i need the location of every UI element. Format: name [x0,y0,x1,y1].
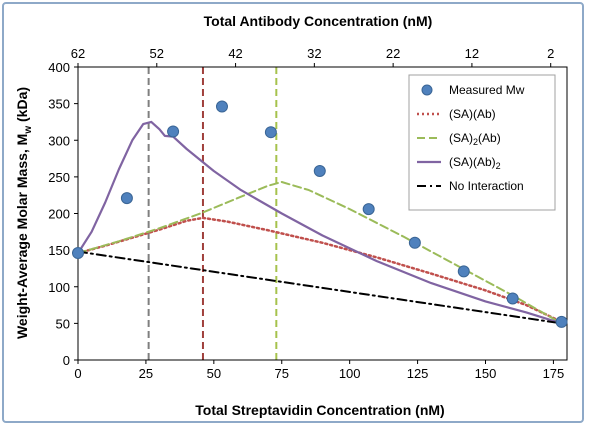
top-tick-label: 32 [307,46,321,61]
top-tick-label: 2 [547,46,554,61]
legend-label-part: (SA)(Ab) [449,107,496,121]
x-axis-title: Total Streptavidin Concentration (nM) [195,402,444,418]
legend-label-part: (SA) [449,131,473,145]
legend-label-part: (SA)(Ab) [449,155,496,169]
x-tick-label: 100 [339,366,361,381]
top-tick-label: 22 [386,46,400,61]
data-point [506,292,519,305]
top-tick-label: 12 [465,46,479,61]
y-tick-label: 0 [63,353,70,368]
legend-label: (SA)(Ab)2 [449,155,501,171]
tick-labels: 0 25 50 75 100 125 150 175 0 50 100 150 200 250 300 350… [48,46,564,381]
legend-label-part: 2 [496,161,501,171]
series-line-3 [76,120,563,325]
x-tick-label: 0 [74,366,81,381]
legend-label-part: (Ab) [478,131,501,145]
legend: Measured Mw(SA)(Ab)(SA)2(Ab)(SA)(Ab)2No … [408,74,556,211]
x-tick-label: 125 [407,366,429,381]
y-tick-label: 200 [48,207,70,222]
legend-label: No Interaction [449,179,524,193]
x-tick-label: 175 [543,366,565,381]
y-tick-label: 350 [48,97,70,112]
y-tick-label: 400 [48,60,70,75]
axes [74,63,568,364]
x-tick-label: 75 [275,366,289,381]
data-point [72,247,84,260]
top-tick-label: 42 [228,46,242,61]
series-line-4 [77,250,563,325]
legend-marker-measured [421,84,433,96]
legend-label: (SA)(Ab) [449,107,496,121]
y-axis-title-subscript: w [23,126,34,135]
series-group [72,100,568,328]
x-tick-label: 150 [475,366,497,381]
y-tick-label: 150 [48,243,70,258]
top-tick-label: 62 [71,46,85,61]
legend-label-part: No Interaction [449,179,524,193]
data-point [362,203,375,216]
y-axis-title-unit: (kDa) [14,87,30,126]
legend-label-part: 2 [473,137,478,147]
legend-label: Measured Mw [449,83,525,97]
y-axis-title-main: Weight-Average Molar Mass, M [14,134,30,339]
y-tick-label: 300 [48,133,70,148]
top-tick-label: 52 [150,46,164,61]
plot-lines [147,67,278,360]
legend-label-part: Measured Mw [449,83,525,97]
y-tick-label: 100 [48,280,70,295]
data-point [215,100,228,113]
legend-box [408,74,556,211]
data-point [408,236,421,249]
data-point [457,265,470,278]
chart-frame [2,2,584,423]
y-tick-label: 50 [56,316,70,331]
legend-label: (SA)2(Ab) [449,131,501,147]
y-axis-title: Weight-Average Molar Mass, Mw (kDa) [14,87,34,339]
data-point [167,125,180,138]
data-point [120,192,133,205]
top-axis-title: Total Antibody Concentration (nM) [204,13,433,29]
data-point [264,126,277,139]
data-point [555,315,568,328]
series-line-2 [77,181,563,325]
x-tick-label: 25 [139,366,153,381]
y-tick-label: 250 [48,170,70,185]
x-tick-label: 50 [207,366,221,381]
data-point [313,165,326,178]
